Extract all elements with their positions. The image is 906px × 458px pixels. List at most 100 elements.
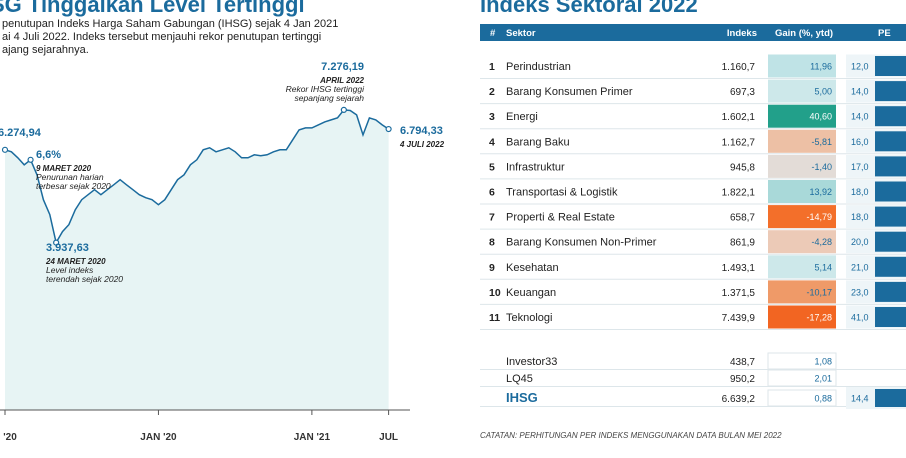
pe-bar <box>875 106 906 127</box>
sector-name: Barang Baku <box>506 136 570 148</box>
annotation-text: terendah sejak 2020 <box>46 274 123 284</box>
pe-value: 18,0 <box>851 212 869 222</box>
index-value: 1.602,1 <box>722 112 756 123</box>
annotation-text: APRIL 2022 <box>319 76 364 85</box>
gain-value: 2,01 <box>814 374 832 384</box>
table-header: Sektor <box>506 28 536 39</box>
subtitle: ajang sejarahnya. <box>2 44 89 56</box>
sector-name: Keuangan <box>506 287 556 299</box>
pe-value: 41,0 <box>851 313 869 323</box>
gain-cell <box>768 280 836 304</box>
index-value: 1.493,1 <box>722 263 756 274</box>
index-value: 1.822,1 <box>722 188 756 199</box>
pe-bar <box>875 256 906 277</box>
pe-value: 14,4 <box>851 394 869 404</box>
index-value: 950,2 <box>730 374 755 385</box>
annotation-text: 24 MARET 2020 <box>45 257 106 266</box>
gain-cell <box>768 79 836 103</box>
summary-name: LQ45 <box>506 373 533 385</box>
annotation-text: terbesar sejak 2020 <box>36 181 111 191</box>
annotation-dot <box>385 125 392 133</box>
pe-value: 20,0 <box>851 237 869 247</box>
table-header: # <box>490 28 496 39</box>
table-header: PE <box>878 28 891 39</box>
gain-cell <box>768 129 836 153</box>
gain-value: 5,14 <box>814 262 832 272</box>
sector-name: Energi <box>506 111 538 123</box>
table-note: CATATAN: PERHITUNGAN PER INDEKS MENGGUNA… <box>480 431 782 440</box>
x-tick-label: JUL <box>379 432 398 443</box>
annotation-text: Rekor IHSG tertinggi <box>286 84 366 94</box>
gain-value: 5,00 <box>814 87 832 97</box>
pe-value: 16,0 <box>851 137 869 147</box>
index-value: 6.639,2 <box>722 394 756 405</box>
summary-name: IHSG <box>506 390 538 405</box>
sector-name: Barang Konsumen Primer <box>506 86 633 98</box>
pe-bar <box>875 131 906 152</box>
pe-bar <box>875 281 906 302</box>
x-tick-label: N '20 <box>0 432 17 443</box>
sector-name: Transportasi & Logistik <box>506 187 618 199</box>
summary-name: Investor33 <box>506 356 557 368</box>
row-number: 7 <box>489 212 495 224</box>
pe-value: 21,0 <box>851 262 869 272</box>
sector-name: Infrastruktur <box>506 161 565 173</box>
annotation-text: sepanjang sejarah <box>295 93 365 103</box>
pe-value: 18,0 <box>851 187 869 197</box>
index-value: 1.160,7 <box>722 62 756 73</box>
annotation-value: 3.937,63 <box>46 242 89 254</box>
gain-value: -5,81 <box>811 137 832 147</box>
annotation-dot <box>27 156 34 163</box>
annotation-dot <box>53 239 60 246</box>
gain-value: 0,88 <box>814 394 832 404</box>
gain-value: 40,60 <box>809 112 832 122</box>
subtitle: ai 4 Juli 2022. Indeks tersebut menjauhi… <box>2 31 321 43</box>
annotation-text: 9 MARET 2020 <box>36 164 92 173</box>
chart-title: SG Tinggalkan Level Tertinggi <box>0 0 305 17</box>
gain-cell <box>768 305 836 329</box>
gain-cell <box>768 255 836 279</box>
table-header-bg <box>480 24 906 41</box>
pe-value: 12,0 <box>851 62 869 72</box>
gain-value: -4,28 <box>811 237 832 247</box>
pe-bar <box>875 307 906 327</box>
index-value: 658,7 <box>730 213 755 224</box>
gain-value: -17,28 <box>806 313 832 323</box>
annotation-value: 6,6% <box>36 149 61 161</box>
sector-name: Kesehatan <box>506 262 559 274</box>
gain-cell <box>768 230 836 254</box>
row-number: 2 <box>489 86 495 98</box>
pe-value: 14,0 <box>851 87 869 97</box>
annotation-value: 6.794,33 <box>400 125 443 137</box>
gain-cell <box>768 54 836 78</box>
pe-value: 23,0 <box>851 287 869 297</box>
gain-value: -1,40 <box>811 162 832 172</box>
gain-value: 11,96 <box>810 62 832 72</box>
pe-bar <box>875 206 906 227</box>
annotation-text: 4 JULI 2022 <box>399 140 445 149</box>
pe-bar <box>875 389 906 407</box>
pe-bar <box>875 81 906 102</box>
annotation-text: Penurunan harian <box>36 172 104 182</box>
row-number: 5 <box>489 161 495 173</box>
index-value: 697,3 <box>730 87 755 98</box>
index-value: 861,9 <box>730 238 755 249</box>
row-number: 3 <box>489 111 495 123</box>
x-tick-label: JAN '20 <box>140 432 177 443</box>
row-number: 1 <box>489 61 495 73</box>
area <box>5 109 389 411</box>
index-value: 1.162,7 <box>722 137 756 148</box>
gain-cell <box>768 104 836 128</box>
annotation-value: 7.276,19 <box>321 61 364 73</box>
index-value: 945,8 <box>730 162 755 173</box>
pe-bar <box>875 181 906 202</box>
row-number: 8 <box>489 237 495 249</box>
subtitle: penutupan Indeks Harga Saham Gabungan (I… <box>2 18 338 30</box>
row-number: 9 <box>489 262 495 274</box>
pe-bar <box>875 231 906 252</box>
index-value: 1.371,5 <box>722 288 756 299</box>
annotation-dot <box>1 146 9 153</box>
annotation-text: Level indeks <box>46 265 94 275</box>
table-header: Indeks <box>727 28 757 39</box>
